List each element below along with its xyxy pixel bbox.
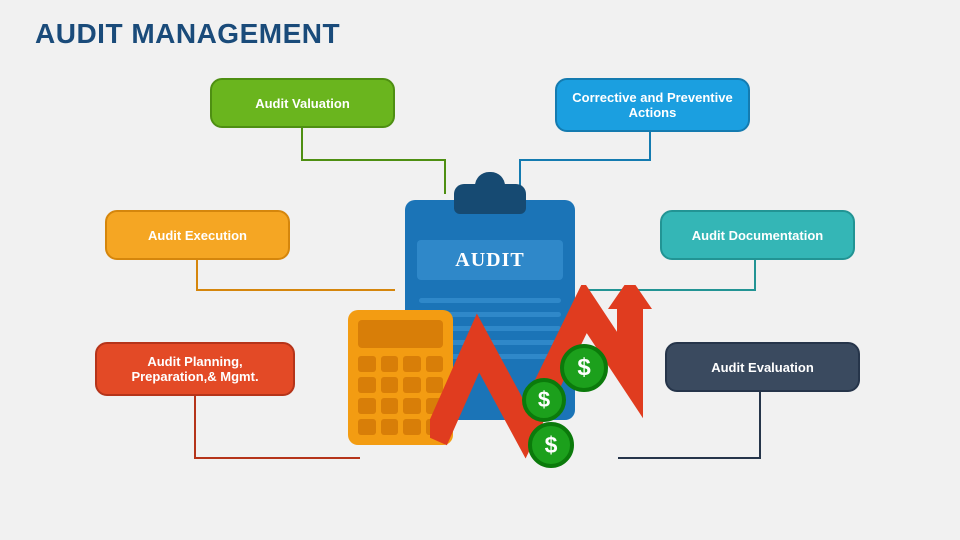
box-execution: Audit Execution — [105, 210, 290, 260]
dollar-coin-icon: $ — [522, 378, 566, 422]
box-valuation: Audit Valuation — [210, 78, 395, 128]
box-documentation: Audit Documentation — [660, 210, 855, 260]
box-evaluation: Audit Evaluation — [665, 342, 860, 392]
clipboard-label: AUDIT — [417, 240, 563, 280]
box-planning: Audit Planning, Preparation,& Mgmt. — [95, 342, 295, 396]
page-title: AUDIT MANAGEMENT — [35, 18, 340, 50]
box-corrective: Corrective and Preventive Actions — [555, 78, 750, 132]
central-illustration: AUDIT — [370, 180, 630, 480]
dollar-coin-icon: $ — [560, 344, 608, 392]
dollar-coin-icon: $ — [528, 422, 574, 468]
